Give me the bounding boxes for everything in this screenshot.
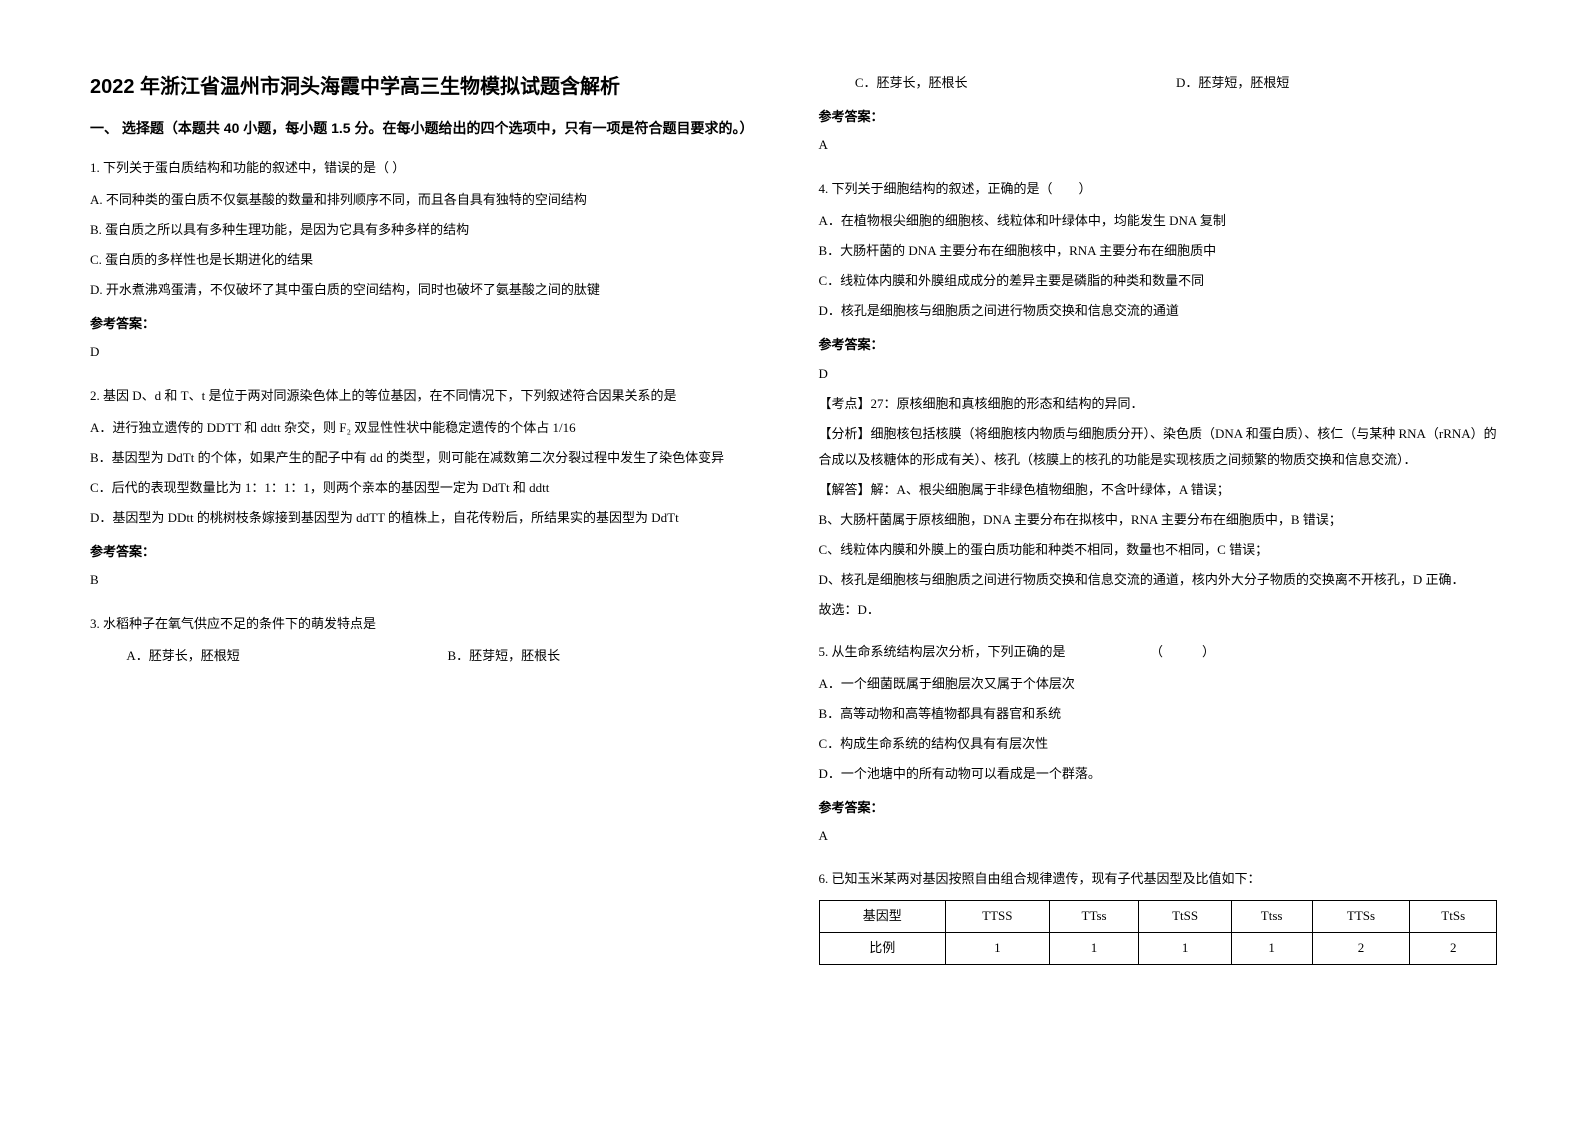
q6-td-4: 1 (1231, 933, 1312, 965)
q6-th-6: TtSs (1410, 901, 1497, 933)
q6-td-2: 1 (1049, 933, 1139, 965)
q2-ans: B (90, 568, 769, 593)
q4-point: 【考点】27：原核细胞和真核细胞的形态和结构的异同． (819, 391, 1498, 417)
q6-th-2: TTss (1049, 901, 1139, 933)
q1-opt-c: C. 蛋白质的多样性也是长期进化的结果 (90, 247, 769, 273)
q4-ans-label: 参考答案： (819, 334, 1498, 353)
q5-opt-b: B．高等动物和高等植物都具有器官和系统 (819, 701, 1498, 727)
q4-solve-d: D、核孔是细胞核与细胞质之间进行物质交换和信息交流的通道，核内外大分子物质的交换… (819, 567, 1498, 593)
q6-th-0: 基因型 (819, 901, 946, 933)
section-heading: 一、 选择题（本题共 40 小题，每小题 1.5 分。在每小题给出的四个选项中，… (90, 117, 769, 139)
q1-stem: 1. 下列关于蛋白质结构和功能的叙述中，错误的是（ ） (90, 155, 769, 181)
q2-opt-c: C．后代的表现型数量比为 1：1：1：1，则两个亲本的基因型一定为 DdTt 和… (90, 475, 769, 501)
q6-td-0: 比例 (819, 933, 946, 965)
q4-solve-c: C、线粒体内膜和外膜上的蛋白质功能和种类不相同，数量也不相同，C 错误； (819, 537, 1498, 563)
q3-opt-d: D．胚芽短，胚根短 (1176, 70, 1497, 96)
q4-pick: 故选：D． (819, 597, 1498, 623)
q1-opt-d: D. 开水煮沸鸡蛋清，不仅破坏了其中蛋白质的空间结构，同时也破坏了氨基酸之间的肽… (90, 277, 769, 303)
q4-solve: 【解答】解：A、根尖细胞属于非绿色植物细胞，不含叶绿体，A 错误； (819, 477, 1498, 503)
q6-th-5: TTSs (1312, 901, 1410, 933)
q3-opts-row2: C．胚芽长，胚根长 D．胚芽短，胚根短 (819, 70, 1498, 96)
q3-ans: A (819, 133, 1498, 158)
q4-opt-d: D．核孔是细胞核与细胞质之间进行物质交换和信息交流的通道 (819, 298, 1498, 324)
q6-th-1: TTSS (946, 901, 1050, 933)
q1-opt-b: B. 蛋白质之所以具有多种生理功能，是因为它具有多种多样的结构 (90, 217, 769, 243)
page-title: 2022 年浙江省温州市洞头海霞中学高三生物模拟试题含解析 (90, 70, 769, 99)
q2-stem: 2. 基因 D、d 和 T、t 是位于两对同源染色体上的等位基因，在不同情况下，… (90, 383, 769, 409)
q3-stem: 3. 水稻种子在氧气供应不足的条件下的萌发特点是 (90, 611, 769, 637)
q5-stem: 5. 从生命系统结构层次分析，下列正确的是 （ ） (819, 639, 1498, 665)
q2-opt-a: A．进行独立遗传的 DDTT 和 ddtt 杂交，则 F₂ 双显性性状中能稳定遗… (90, 415, 769, 441)
q6-td-1: 1 (946, 933, 1050, 965)
q3-ans-label: 参考答案： (819, 106, 1498, 125)
q6-td-3: 1 (1139, 933, 1231, 965)
q3-opts-row1: A．胚芽长，胚根短 B．胚芽短，胚根长 (90, 643, 769, 669)
q1-ans-label: 参考答案： (90, 313, 769, 332)
table-header-row: 基因型 TTSS TTss TtSS Ttss TTSs TtSs (819, 901, 1497, 933)
left-column: 2022 年浙江省温州市洞头海霞中学高三生物模拟试题含解析 一、 选择题（本题共… (90, 70, 769, 1092)
q5-ans: A (819, 824, 1498, 849)
q4-opt-a: A．在植物根尖细胞的细胞核、线粒体和叶绿体中，均能发生 DNA 复制 (819, 208, 1498, 234)
q4-analysis: 【分析】细胞核包括核膜（将细胞核内物质与细胞质分开）、染色质（DNA 和蛋白质）… (819, 421, 1498, 473)
q4-solve-b: B、大肠杆菌属于原核细胞，DNA 主要分布在拟核中，RNA 主要分布在细胞质中，… (819, 507, 1498, 533)
q5-opt-a: A．一个细菌既属于细胞层次又属于个体层次 (819, 671, 1498, 697)
right-column: C．胚芽长，胚根长 D．胚芽短，胚根短 参考答案： A 4. 下列关于细胞结构的… (819, 70, 1498, 1092)
q2-opt-b: B．基因型为 DdTt 的个体，如果产生的配子中有 dd 的类型，则可能在减数第… (90, 445, 769, 471)
q5-opt-d: D．一个池塘中的所有动物可以看成是一个群落。 (819, 761, 1498, 787)
q5-ans-label: 参考答案： (819, 797, 1498, 816)
question-2: 2. 基因 D、d 和 T、t 是位于两对同源染色体上的等位基因，在不同情况下，… (90, 383, 769, 593)
question-6: 6. 已知玉米某两对基因按照自由组合规律遗传，现有子代基因型及比值如下： 基因型… (819, 866, 1498, 965)
q6-td-5: 2 (1312, 933, 1410, 965)
table-row: 比例 1 1 1 1 2 2 (819, 933, 1497, 965)
q5-opt-c: C．构成生命系统的结构仅具有有层次性 (819, 731, 1498, 757)
q4-opt-b: B．大肠杆菌的 DNA 主要分布在细胞核中，RNA 主要分布在细胞质中 (819, 238, 1498, 264)
question-5: 5. 从生命系统结构层次分析，下列正确的是 （ ） A．一个细菌既属于细胞层次又… (819, 639, 1498, 849)
q6-th-3: TtSS (1139, 901, 1231, 933)
question-3: 3. 水稻种子在氧气供应不足的条件下的萌发特点是 A．胚芽长，胚根短 B．胚芽短… (90, 611, 769, 669)
q6-td-6: 2 (1410, 933, 1497, 965)
q2-ans-label: 参考答案： (90, 541, 769, 560)
q4-stem: 4. 下列关于细胞结构的叙述，正确的是（ ） (819, 176, 1498, 202)
q2-opt-d: D．基因型为 DDtt 的桃树枝条嫁接到基因型为 ddTT 的植株上，自花传粉后… (90, 505, 769, 531)
q6-table: 基因型 TTSS TTss TtSS Ttss TTSs TtSs 比例 1 1… (819, 900, 1498, 965)
q6-th-4: Ttss (1231, 901, 1312, 933)
q3-opt-c: C．胚芽长，胚根长 (855, 70, 1176, 96)
q1-opt-a: A. 不同种类的蛋白质不仅氨基酸的数量和排列顺序不同，而且各自具有独特的空间结构 (90, 187, 769, 213)
q4-opt-c: C．线粒体内膜和外膜组成成分的差异主要是磷脂的种类和数量不同 (819, 268, 1498, 294)
q3-opt-a: A．胚芽长，胚根短 (126, 643, 447, 669)
question-1: 1. 下列关于蛋白质结构和功能的叙述中，错误的是（ ） A. 不同种类的蛋白质不… (90, 155, 769, 365)
q1-ans: D (90, 340, 769, 365)
question-4: 4. 下列关于细胞结构的叙述，正确的是（ ） A．在植物根尖细胞的细胞核、线粒体… (819, 176, 1498, 623)
q3-opt-b: B．胚芽短，胚根长 (447, 643, 768, 669)
q6-stem: 6. 已知玉米某两对基因按照自由组合规律遗传，现有子代基因型及比值如下： (819, 866, 1498, 892)
q4-ans: D (819, 361, 1498, 387)
